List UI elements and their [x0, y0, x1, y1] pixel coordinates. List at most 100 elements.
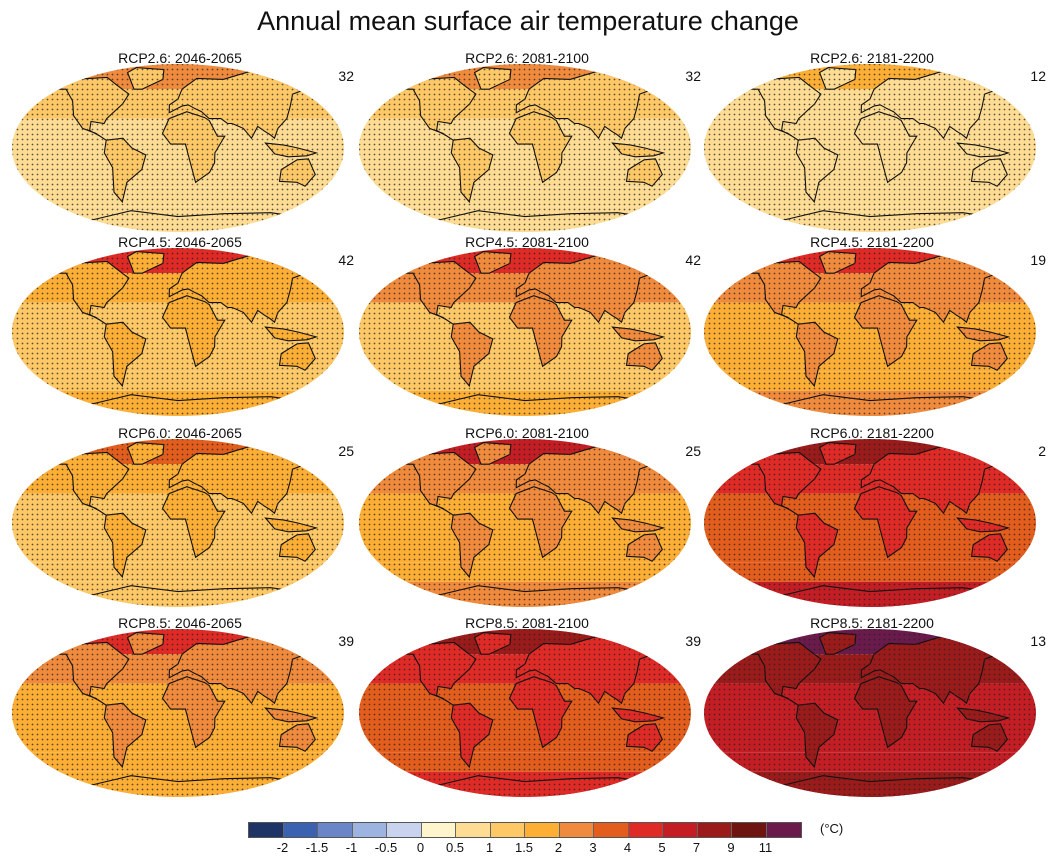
model-count: 12: [1030, 68, 1046, 84]
colorbar-tick-label: 0: [416, 840, 425, 855]
map-body: [704, 439, 1036, 607]
world-map: [359, 629, 691, 797]
significance-stipple: [704, 629, 1036, 797]
world-map: [12, 439, 344, 607]
significance-stipple: [12, 64, 344, 232]
significance-stipple: [359, 248, 691, 416]
world-map: [12, 64, 344, 232]
world-map: [704, 629, 1036, 797]
colorbar-swatch: [421, 823, 456, 837]
colorbar-swatch: [559, 823, 594, 837]
map-body: [12, 64, 344, 232]
map-body: [359, 248, 691, 416]
model-count: 19: [1030, 252, 1046, 268]
panel-title: RCP8.5: 2181-2200: [810, 615, 934, 631]
colorbar-tick-label: 1: [485, 840, 494, 855]
significance-stipple: [359, 439, 691, 607]
colorbar-tick-label: 5: [658, 840, 666, 855]
colorbar-swatch: [697, 823, 732, 837]
map-panel: RCP4.5: 2081-2100 42: [357, 234, 701, 420]
map-panel: RCP6.0: 2046-2065 25: [10, 425, 354, 611]
colorbar-swatch: [732, 823, 767, 837]
map-panel: RCP8.5: 2081-2100 39: [357, 615, 701, 801]
model-count: 25: [338, 443, 354, 459]
world-map: [704, 439, 1036, 607]
colorbar-tick-label: -1: [345, 840, 358, 855]
map-body: [359, 629, 691, 797]
map-body: [12, 439, 344, 607]
colorbar: [248, 822, 802, 838]
colorbar-tick-label: -0.5: [374, 840, 398, 855]
significance-stipple: [704, 248, 1036, 416]
colorbar-swatch: [525, 823, 560, 837]
colorbar-swatch: [456, 823, 491, 837]
significance-stipple: [12, 248, 344, 416]
panel-title: RCP4.5: 2081-2100: [465, 234, 589, 250]
map-body: [12, 248, 344, 416]
panel-title: RCP2.6: 2046-2065: [118, 50, 242, 66]
map-body: [359, 64, 691, 232]
colorbar-swatch: [352, 823, 387, 837]
colorbar-swatch: [490, 823, 525, 837]
world-map: [704, 64, 1036, 232]
map-body: [704, 629, 1036, 797]
map-panel: RCP6.0: 2081-2100 25: [357, 425, 701, 611]
colorbar-tick-label: -1.5: [305, 840, 329, 855]
significance-stipple: [12, 439, 344, 607]
map-body: [704, 64, 1036, 232]
panel-title: RCP2.6: 2081-2100: [465, 50, 589, 66]
model-count: 42: [338, 252, 354, 268]
world-map: [12, 248, 344, 416]
colorbar-swatch: [663, 823, 698, 837]
panel-title: RCP6.0: 2081-2100: [465, 425, 589, 441]
colorbar-swatch: [249, 823, 284, 837]
colorbar-swatch: [628, 823, 663, 837]
colorbar-swatch: [387, 823, 422, 837]
map-panel: RCP2.6: 2046-2065 32: [10, 50, 354, 236]
map-panel: RCP6.0: 2181-2200 2: [702, 425, 1046, 611]
map-panel: RCP4.5: 2181-2200 19: [702, 234, 1046, 420]
significance-stipple: [12, 629, 344, 797]
colorbar-tick-label: 1.5: [514, 840, 534, 855]
world-map: [12, 629, 344, 797]
map-panel: RCP8.5: 2046-2065 39: [10, 615, 354, 801]
significance-stipple: [704, 439, 1036, 607]
map-panel: RCP2.6: 2181-2200 12: [702, 50, 1046, 236]
panel-title: RCP8.5: 2081-2100: [465, 615, 589, 631]
colorbar-tick-label: 4: [623, 840, 632, 855]
model-count: 42: [685, 252, 701, 268]
model-count: 13: [1030, 633, 1046, 649]
world-map: [359, 64, 691, 232]
colorbar-tick-label: -2: [276, 840, 289, 855]
significance-stipple: [359, 629, 691, 797]
significance-stipple: [359, 64, 691, 232]
colorbar-unit: (°C): [820, 821, 844, 836]
colorbar-tick-label: 3: [589, 840, 597, 855]
panel-title: RCP4.5: 2046-2065: [118, 234, 242, 250]
panel-title: RCP8.5: 2046-2065: [118, 615, 242, 631]
map-panel: RCP8.5: 2181-2200 13: [702, 615, 1046, 801]
colorbar-swatch: [318, 823, 353, 837]
model-count: 39: [338, 633, 354, 649]
colorbar-tick-label: 0.5: [445, 840, 465, 855]
colorbar-swatch: [766, 823, 801, 837]
colorbar-tick-label: 7: [692, 840, 701, 855]
world-map: [359, 248, 691, 416]
model-count: 32: [685, 68, 701, 84]
world-map: [359, 439, 691, 607]
panel-title: RCP6.0: 2046-2065: [118, 425, 242, 441]
colorbar-swatch: [594, 823, 629, 837]
panel-title: RCP6.0: 2181-2200: [810, 425, 934, 441]
colorbar-tick-label: 9: [727, 840, 735, 855]
colorbar-tick-label: 2: [554, 840, 563, 855]
world-map: [704, 248, 1036, 416]
map-panel: RCP4.5: 2046-2065 42: [10, 234, 354, 420]
model-count: 25: [685, 443, 701, 459]
model-count: 32: [338, 68, 354, 84]
colorbar-swatch: [283, 823, 318, 837]
panel-title: RCP4.5: 2181-2200: [810, 234, 934, 250]
model-count: 2: [1038, 443, 1046, 459]
map-body: [12, 629, 344, 797]
panel-title: RCP2.6: 2181-2200: [810, 50, 934, 66]
colorbar-tick-label: 11: [758, 840, 773, 855]
